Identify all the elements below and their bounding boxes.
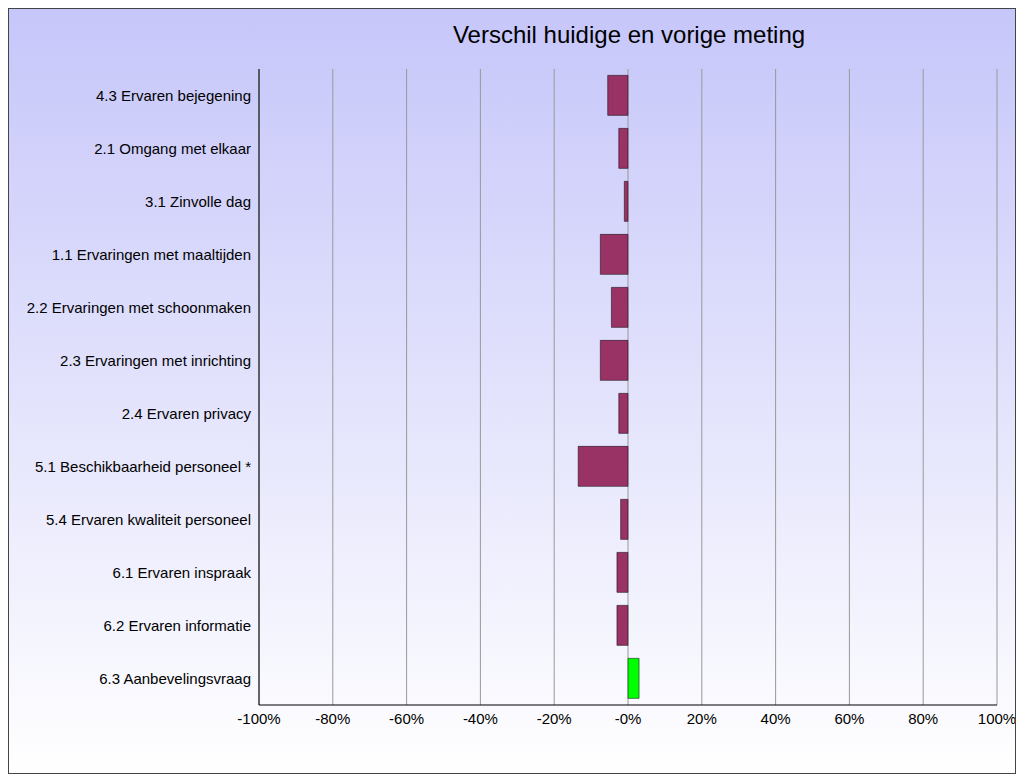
html-text:Verschil huidige en vorige met: Verschil huidige en vorige meting: [452, 21, 806, 48]
svg-text:-0%: -0%: [615, 710, 642, 727]
svg-text:6.3 Aanbevelingsvraag: 6.3 Aanbevelingsvraag: [99, 670, 251, 687]
svg-text:3.1 Zinvolle dag: 3.1 Zinvolle dag: [145, 193, 251, 210]
svg-text:60%: 60%: [834, 710, 864, 727]
svg-text:6.1 Ervaren inspraak: 6.1 Ervaren inspraak: [113, 564, 252, 581]
svg-text:5.1 Beschikbaarheid personeel: 5.1 Beschikbaarheid personeel *: [35, 458, 251, 475]
svg-text:-80%: -80%: [315, 710, 350, 727]
svg-text:20%: 20%: [687, 710, 717, 727]
svg-text:100%: 100%: [978, 710, 1015, 727]
svg-text:4.3 Ervaren bejegening: 4.3 Ervaren bejegening: [96, 87, 251, 104]
svg-text:-100%: -100%: [237, 710, 280, 727]
svg-text:2.4 Ervaren privacy: 2.4 Ervaren privacy: [122, 405, 252, 422]
svg-text:2.3 Ervaringen met inrichting: 2.3 Ervaringen met inrichting: [60, 352, 251, 369]
svg-text:80%: 80%: [908, 710, 938, 727]
svg-text:-20%: -20%: [537, 710, 572, 727]
svg-text:-40%: -40%: [463, 710, 498, 727]
svg-text:1.1 Ervaringen met maaltijden: 1.1 Ervaringen met maaltijden: [52, 246, 251, 263]
svg-text:2.2 Ervaringen met schoonmaken: 2.2 Ervaringen met schoonmaken: [27, 299, 251, 316]
svg-text:40%: 40%: [761, 710, 791, 727]
svg-text:6.2 Ervaren informatie: 6.2 Ervaren informatie: [103, 617, 251, 634]
svg-text:5.4 Ervaren kwaliteit personee: 5.4 Ervaren kwaliteit personeel: [46, 511, 251, 528]
svg-text:-60%: -60%: [389, 710, 424, 727]
svg-text:2.1 Omgang met elkaar: 2.1 Omgang met elkaar: [94, 140, 251, 157]
